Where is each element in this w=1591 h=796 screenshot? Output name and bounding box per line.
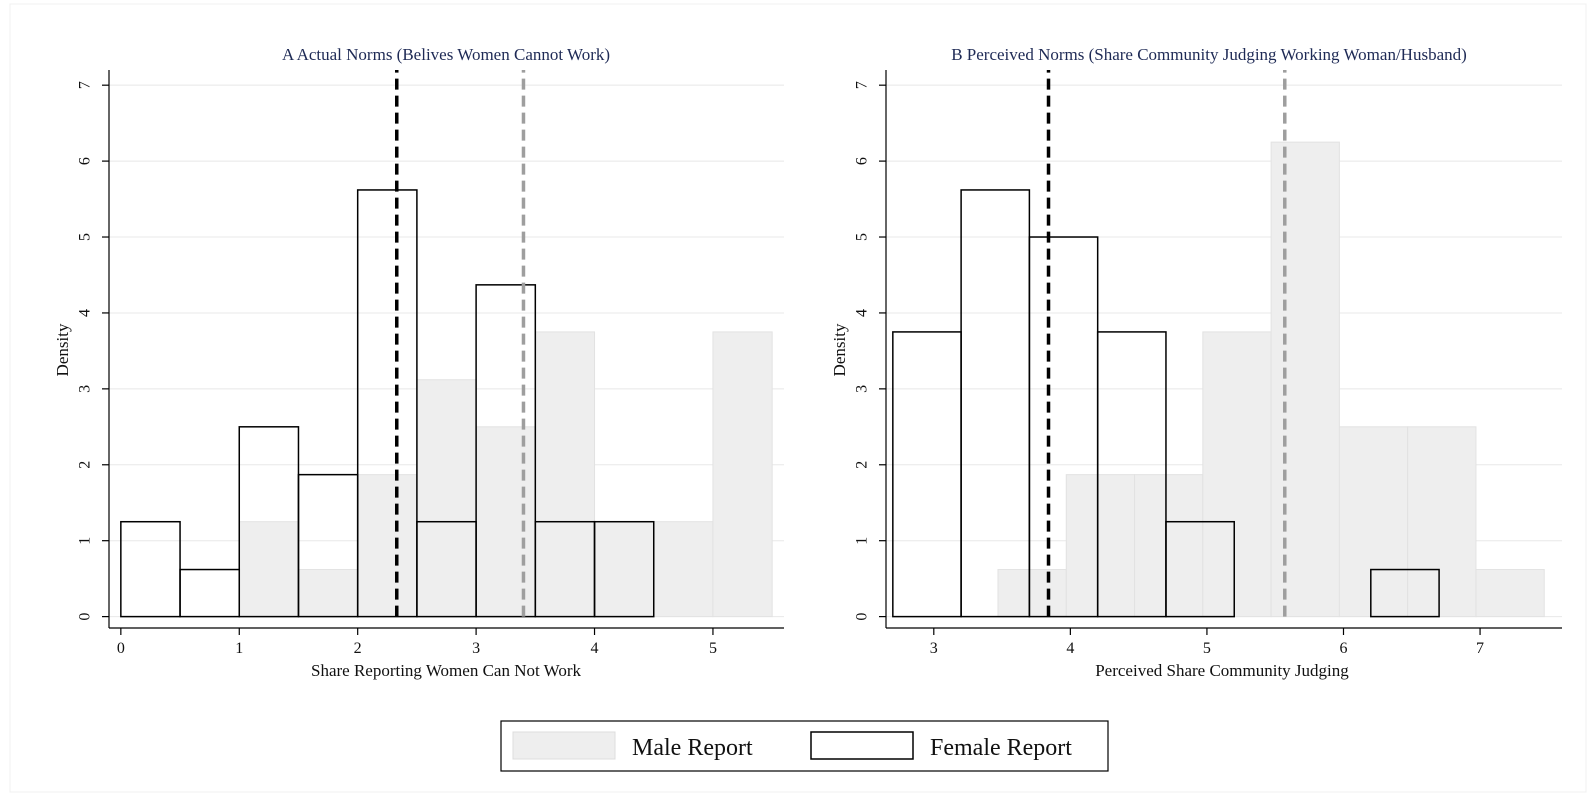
panel-a-title: A Actual Norms (Belives Women Cannot Wor… xyxy=(282,45,610,64)
panel-a-x-tick-label: 4 xyxy=(591,640,599,657)
panel-b-y-axis-label: Density xyxy=(830,323,849,376)
panel-b-axes: 0 1 2 3 4 5 6 7 3 4 5 6 7 xyxy=(854,70,1562,657)
panel-b-y-tick-label: 3 xyxy=(854,385,871,393)
panel-a-male-bar xyxy=(416,379,477,618)
panel-a-x-tick-label: 3 xyxy=(472,640,480,657)
panel-a-female-bar xyxy=(593,520,655,618)
legend-swatch-male xyxy=(512,731,616,760)
panel-b-male-bar xyxy=(997,569,1067,618)
panel-a-x-tick-label: 1 xyxy=(235,640,243,657)
panel-b-y-tick-label: 5 xyxy=(854,233,871,241)
panel-b-male-bar xyxy=(1202,331,1272,618)
panel-b-female-bar xyxy=(1165,520,1235,618)
panel-b-y-tick-label: 0 xyxy=(854,613,871,621)
panel-a-y-tick-label: 6 xyxy=(77,157,94,165)
panel-b-x-tick-label: 6 xyxy=(1339,640,1347,657)
legend-label-male: Male Report xyxy=(632,735,753,761)
panel-a-x-tick-label: 5 xyxy=(709,640,717,657)
panel-b-y-tick-label: 7 xyxy=(854,81,871,89)
panel-a-male-bar xyxy=(594,521,655,618)
panel-a-male-bar xyxy=(534,331,596,618)
panel-b-male-bar xyxy=(1134,474,1204,618)
panel-b-y-tick-label: 6 xyxy=(854,157,871,165)
panel-a-y-tick-label: 4 xyxy=(77,309,94,317)
panel-b-x-tick-label: 4 xyxy=(1066,640,1074,657)
legend-swatch-female xyxy=(810,731,914,760)
panel-b-female-bars xyxy=(892,189,1440,618)
panel-a-y-axis-label: Density xyxy=(53,323,72,376)
panel-b-male-bar xyxy=(1338,426,1409,618)
panel-b: 0 1 2 3 4 5 6 7 3 4 5 6 7 B Perceived Norms (Share C… xyxy=(830,45,1562,680)
panel-b-x-tick-label: 7 xyxy=(1476,640,1484,657)
panel-b-y-tick-label: 2 xyxy=(854,461,871,469)
panel-b-male-bars xyxy=(997,141,1545,618)
panel-a-y-tick-label: 0 xyxy=(77,613,94,621)
panel-b-x-tick-label: 3 xyxy=(930,640,938,657)
panel-b-x-axis-label: Perceived Share Community Judging xyxy=(1095,661,1349,680)
panel-a-female-bar xyxy=(475,284,537,618)
panel-b-female-bar xyxy=(1096,331,1167,618)
panel-a-male-bar xyxy=(653,521,714,618)
panel-a-female-bars xyxy=(120,189,655,618)
legend-label-female: Female Report xyxy=(930,735,1072,761)
panel-b-male-bar xyxy=(1407,426,1477,618)
panel-b-male-bar xyxy=(1475,569,1545,618)
panel-a-male-bar xyxy=(357,474,418,618)
panel-a-female-bar xyxy=(356,189,418,618)
panel-a-axes: 0 1 2 3 4 5 6 7 0 1 2 3 4 5 xyxy=(77,70,784,657)
panel-b-female-bar xyxy=(1370,568,1440,618)
panel-a-y-tick-label: 1 xyxy=(77,537,94,545)
panel-b-y-tick-label: 1 xyxy=(854,537,871,545)
panel-b-y-tick-label: 4 xyxy=(854,309,871,317)
panel-a-x-axis-label: Share Reporting Women Can Not Work xyxy=(311,661,582,680)
panel-a-x-tick-label: 0 xyxy=(117,640,125,657)
panel-b-male-bar xyxy=(1270,141,1340,618)
legend: Male Report Female Report xyxy=(500,720,1109,772)
panel-a-mean-lines xyxy=(395,70,526,617)
panel-a-y-tick-label: 5 xyxy=(77,233,94,241)
figure-border xyxy=(9,3,1587,793)
panel-a-male-bars xyxy=(238,331,773,618)
panel-a-male-bar xyxy=(297,569,359,618)
panel-b-mean-lines xyxy=(1046,70,1287,617)
panel-a-y-tick-label: 2 xyxy=(77,461,94,469)
panel-a-male-bar xyxy=(238,521,299,618)
panel-a-male-bar xyxy=(475,426,536,618)
panel-a-x-tick-label: 2 xyxy=(354,640,362,657)
panel-a-y-tick-label: 3 xyxy=(77,385,94,393)
panel-a-y-tick-label: 7 xyxy=(77,81,94,89)
panel-b-x-tick-label: 5 xyxy=(1203,640,1211,657)
panel-a: 0 1 2 3 4 5 6 7 0 1 2 3 4 5 A Actual Norms (Belives W… xyxy=(53,45,784,680)
panel-b-male-bar xyxy=(1065,474,1136,618)
panel-b-title: B Perceived Norms (Share Community Judgi… xyxy=(951,45,1467,64)
panel-a-male-bar xyxy=(712,331,773,618)
